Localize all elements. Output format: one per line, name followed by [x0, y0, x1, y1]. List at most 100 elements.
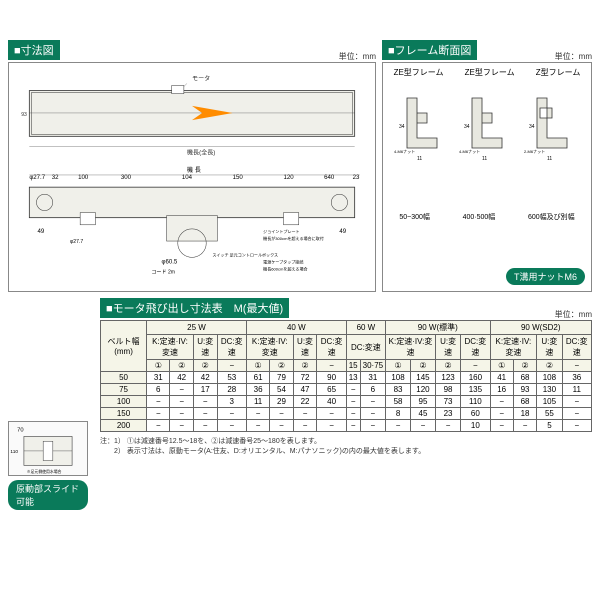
data-cell: −: [270, 420, 293, 432]
belt-cell: 200: [101, 420, 147, 432]
crosssection-unit: 単位：mm: [555, 51, 592, 62]
svg-text:4-M6ナット: 4-M6ナット: [459, 148, 480, 154]
svg-text:φ60.5: φ60.5: [162, 258, 178, 265]
svg-text:93: 93: [21, 112, 27, 118]
crosssection-panel: ZE型フレーム ZE型フレーム Z型フレーム 34 11 4-M6ナット 34 …: [382, 62, 592, 292]
svg-text:49: 49: [37, 228, 44, 235]
data-cell: 93: [513, 384, 536, 396]
data-cell: −: [147, 396, 170, 408]
data-cell: −: [246, 408, 269, 420]
data-cell: 68: [513, 396, 536, 408]
data-cell: −: [562, 420, 591, 432]
data-cell: 23: [435, 408, 460, 420]
data-cell: 36: [246, 384, 269, 396]
data-cell: 47: [293, 384, 317, 396]
data-cell: −: [246, 420, 269, 432]
belt-cell: 50: [101, 372, 147, 384]
svg-text:4-M6ナット: 4-M6ナット: [394, 148, 415, 154]
data-cell: 31: [147, 372, 170, 384]
frame3-width: 600幅及び別幅: [528, 212, 575, 222]
data-cell: −: [170, 408, 193, 420]
data-cell: 90: [317, 372, 346, 384]
data-cell: 98: [435, 384, 460, 396]
data-cell: −: [360, 420, 385, 432]
dimension-unit: 単位：mm: [339, 51, 376, 62]
data-cell: −: [170, 420, 193, 432]
data-cell: 18: [513, 408, 536, 420]
data-cell: −: [170, 384, 193, 396]
svg-text:機長が300cmを超える場合に取付: 機長が300cmを超える場合に取付: [263, 235, 324, 241]
data-cell: 45: [411, 408, 436, 420]
data-cell: −: [346, 396, 360, 408]
data-cell: 68: [513, 372, 536, 384]
group-60w: 60 W: [346, 321, 385, 335]
svg-text:70: 70: [17, 428, 23, 434]
tnut-badge: T溝用ナットM6: [506, 268, 585, 285]
data-cell: −: [490, 396, 513, 408]
belt-header: ベルト幅 (mm): [101, 321, 147, 372]
dimension-drawing: モータ 機長(全長) 93 φ27.7 32 100 300: [9, 63, 375, 291]
data-cell: −: [193, 420, 217, 432]
data-cell: −: [490, 420, 513, 432]
crosssection-drawing: 34 11 4-M6ナット 34 11 4-M6ナット 34 11: [383, 78, 591, 208]
data-cell: −: [270, 408, 293, 420]
belt-cell: 150: [101, 408, 147, 420]
data-cell: −: [360, 396, 385, 408]
data-cell: 16: [490, 384, 513, 396]
data-cell: 105: [537, 396, 562, 408]
data-cell: 54: [270, 384, 293, 396]
data-cell: −: [217, 408, 246, 420]
dimension-title: ■寸法図: [8, 40, 60, 60]
group-25w: 25 W: [147, 321, 247, 335]
data-cell: 6: [360, 384, 385, 396]
data-cell: 60: [461, 408, 490, 420]
data-cell: −: [317, 408, 346, 420]
data-cell: −: [317, 420, 346, 432]
svg-text:2-M6ナット: 2-M6ナット: [524, 148, 545, 154]
data-cell: 8: [386, 408, 411, 420]
data-cell: 42: [170, 372, 193, 384]
svg-text:スイッチ 足元コントロールボックス: スイッチ 足元コントロールボックス: [212, 251, 278, 257]
svg-text:11: 11: [417, 156, 422, 162]
data-cell: 10: [461, 420, 490, 432]
group-90wsd2: 90 W(SD2): [490, 321, 592, 335]
data-cell: −: [193, 408, 217, 420]
data-cell: 123: [435, 372, 460, 384]
data-cell: 61: [246, 372, 269, 384]
svg-text:ジョイントプレート: ジョイントプレート: [263, 228, 299, 234]
data-cell: 110: [461, 396, 490, 408]
data-cell: −: [147, 420, 170, 432]
data-cell: 29: [270, 396, 293, 408]
dimension-panel: モータ 機長(全長) 93 φ27.7 32 100 300: [8, 62, 376, 292]
data-cell: 3: [217, 396, 246, 408]
frame1-width: 50~300幅: [399, 212, 430, 222]
svg-text:φ27.7: φ27.7: [70, 239, 83, 245]
data-cell: 53: [217, 372, 246, 384]
data-cell: 22: [293, 396, 317, 408]
data-cell: 11: [246, 396, 269, 408]
data-cell: 5: [537, 420, 562, 432]
data-cell: −: [386, 420, 411, 432]
data-cell: 160: [461, 372, 490, 384]
belt-cell: 100: [101, 396, 147, 408]
data-cell: 58: [386, 396, 411, 408]
data-cell: 145: [411, 372, 436, 384]
data-cell: 55: [537, 408, 562, 420]
data-cell: 95: [411, 396, 436, 408]
data-cell: −: [346, 408, 360, 420]
motortable-title: ■モータ飛び出し寸法表 M(最大値): [100, 298, 289, 318]
svg-text:34: 34: [464, 124, 470, 130]
data-cell: −: [217, 420, 246, 432]
svg-text:11: 11: [547, 156, 552, 162]
data-cell: 40: [317, 396, 346, 408]
frame1-label: ZE型フレーム: [394, 67, 444, 78]
data-cell: −: [346, 384, 360, 396]
table-note: 注：1） ①は減速番号12.5～18を、②は減速番号25～180を表します。 2…: [100, 436, 592, 456]
svg-text:電源ケーブタップ接続: 電源ケーブタップ接続: [263, 258, 303, 264]
data-cell: −: [193, 396, 217, 408]
data-cell: 79: [270, 372, 293, 384]
svg-text:49: 49: [339, 228, 346, 235]
data-cell: −: [346, 420, 360, 432]
data-cell: 108: [386, 372, 411, 384]
data-cell: 28: [217, 384, 246, 396]
